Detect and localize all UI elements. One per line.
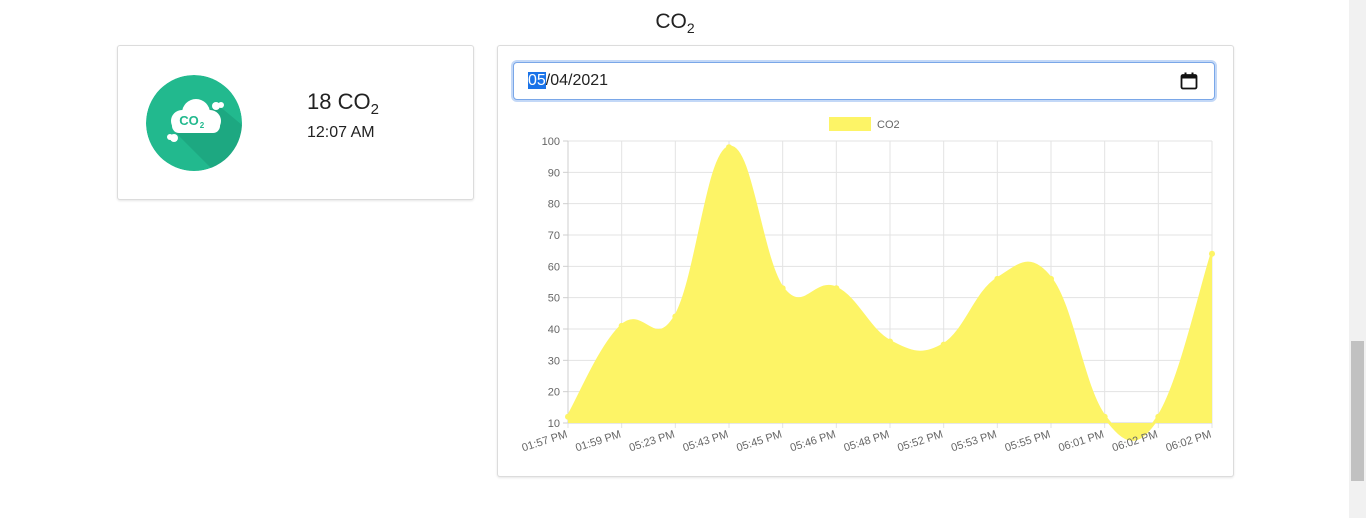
- x-tick-label: 05:45 PM: [735, 428, 783, 454]
- scrollbar-thumb[interactable]: [1351, 341, 1364, 481]
- co2-cloud-icon: CO 2: [146, 75, 242, 171]
- series-area-co2: [568, 147, 1212, 440]
- data-point: [833, 285, 840, 292]
- x-tick-label: 05:48 PM: [842, 428, 890, 454]
- data-point: [565, 413, 571, 420]
- y-tick-label: 60: [548, 261, 560, 273]
- date-input[interactable]: 05/04/2021: [513, 62, 1215, 100]
- legend-swatch: [829, 117, 871, 131]
- data-point: [618, 322, 625, 329]
- reading-value-main: 18 CO: [307, 89, 371, 114]
- x-tick-label: 06:02 PM: [1164, 428, 1212, 454]
- data-point: [994, 275, 1001, 282]
- x-tick-label: 05:46 PM: [789, 428, 837, 454]
- y-tick-label: 10: [548, 418, 560, 430]
- y-tick-label: 70: [548, 230, 560, 242]
- y-tick-label: 90: [548, 167, 560, 179]
- data-point: [1101, 413, 1108, 420]
- y-tick-label: 30: [548, 355, 560, 367]
- calendar-icon[interactable]: [1180, 72, 1198, 90]
- chart-card: 05/04/2021 10 20 30 40 50 60 70 80 90 100 01:57 PM…: [497, 45, 1234, 477]
- co2-reading-card: CO 2 18 CO2 12:07 AM: [117, 45, 474, 200]
- x-tick-label: 05:23 PM: [628, 428, 676, 454]
- y-tick-label: 50: [548, 293, 560, 305]
- x-tick-label: 01:57 PM: [520, 428, 568, 454]
- data-point: [1155, 413, 1162, 420]
- page-title: CO2: [640, 10, 710, 36]
- x-tick-label: 05:55 PM: [1003, 428, 1051, 454]
- page-title-main: CO: [655, 10, 687, 33]
- x-tick-label: 05:52 PM: [896, 428, 944, 454]
- reading-value: 18 CO2: [307, 89, 379, 118]
- reading-value-subscript: 2: [370, 101, 379, 118]
- x-tick-label: 05:43 PM: [681, 428, 729, 454]
- data-point: [672, 313, 679, 320]
- legend-label: CO2: [877, 119, 900, 131]
- data-point: [1048, 275, 1054, 282]
- x-tick-label: 05:53 PM: [950, 428, 998, 454]
- data-point: [726, 144, 732, 151]
- logo-subscript: 2: [200, 121, 205, 130]
- page-title-subscript: 2: [686, 20, 695, 36]
- data-point: [887, 338, 893, 345]
- reading-time: 12:07 AM: [307, 124, 375, 141]
- y-tick-label: 100: [542, 136, 560, 148]
- x-tick-label: 01:59 PM: [574, 428, 622, 454]
- y-tick-label: 40: [548, 324, 560, 336]
- data-point: [940, 341, 947, 348]
- date-value[interactable]: 05/04/2021: [528, 72, 608, 90]
- logo-text: CO: [179, 113, 199, 128]
- date-rest-segment[interactable]: /04/2021: [545, 72, 609, 89]
- data-point: [1209, 250, 1215, 257]
- y-tick-label: 80: [548, 199, 560, 211]
- data-point: [779, 285, 786, 292]
- y-tick-label: 20: [548, 387, 560, 399]
- x-tick-label: 06:01 PM: [1057, 428, 1105, 454]
- date-month-segment[interactable]: 05: [528, 72, 546, 89]
